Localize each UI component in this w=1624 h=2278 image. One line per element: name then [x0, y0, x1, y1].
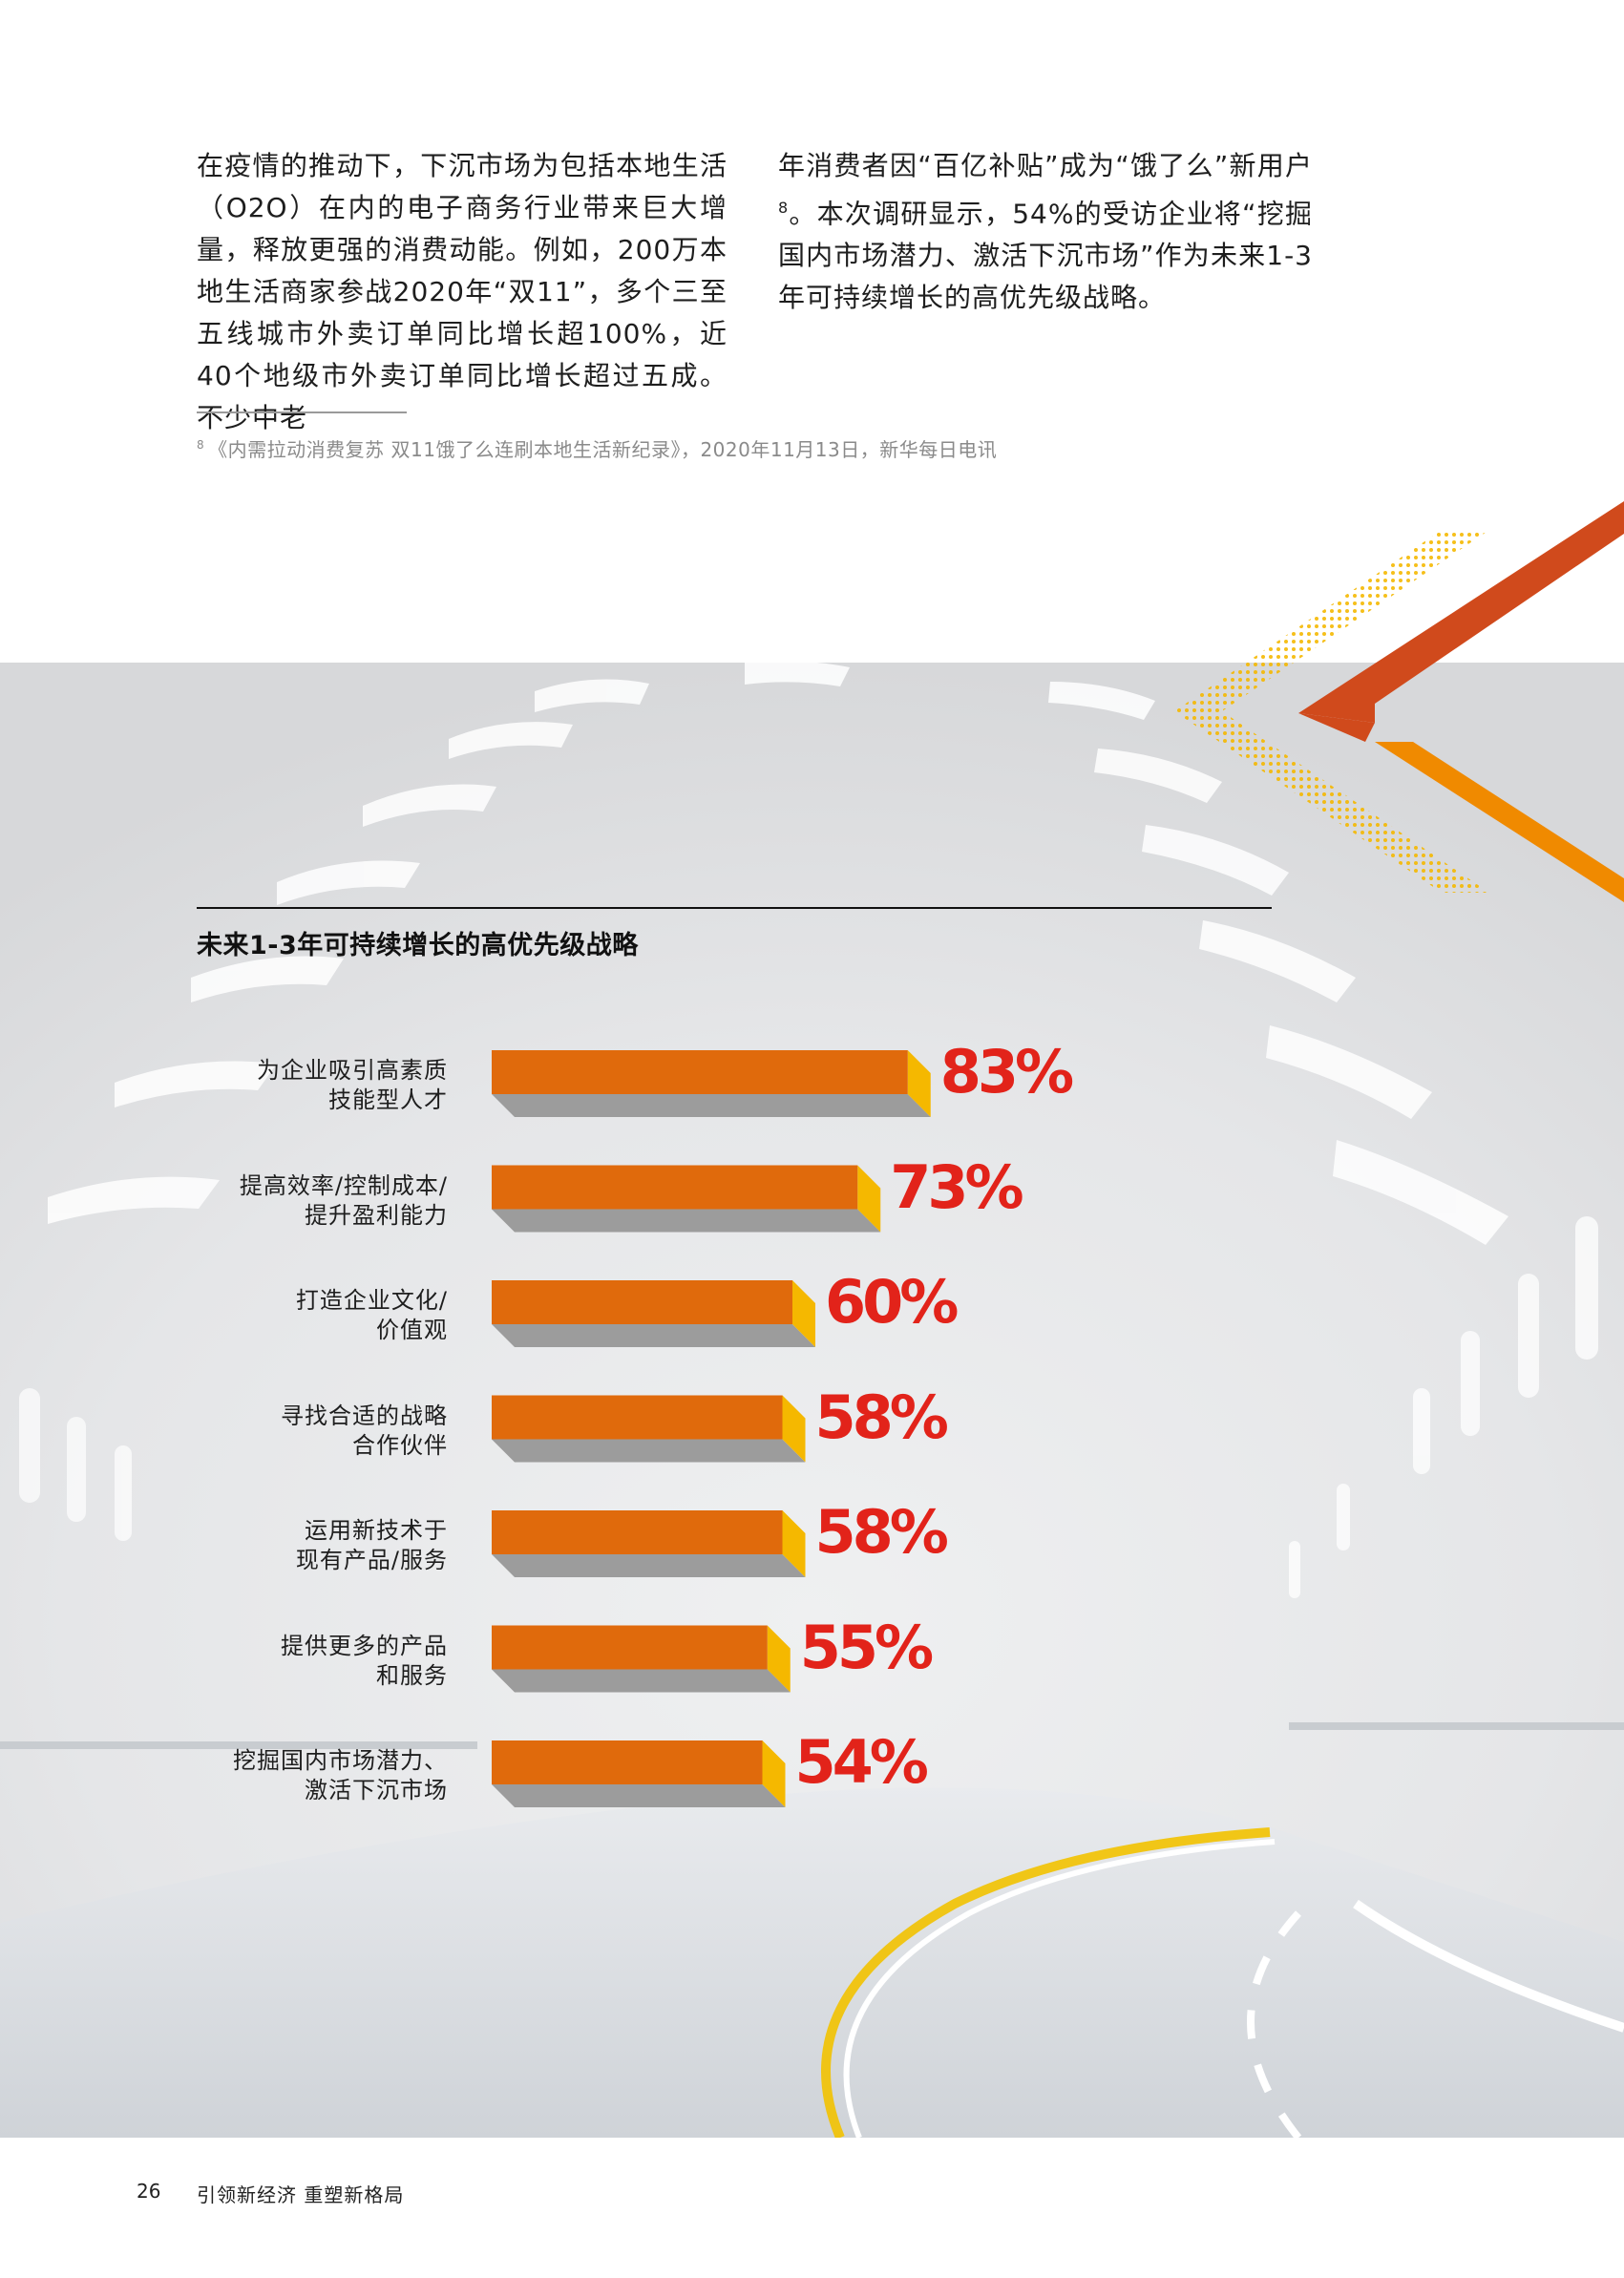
category-label-line: 寻找合适的战略	[281, 1402, 448, 1429]
category-label-line: 运用新技术于	[305, 1517, 448, 1544]
category-label-line: 和服务	[376, 1661, 448, 1689]
category-label-line: 为企业吸引高素质	[257, 1057, 448, 1084]
category-label-line: 价值观	[376, 1317, 448, 1343]
body-text-right: 年消费者因“百亿补贴”成为“饿了么”新用户 8。本次调研显示，54%的受访企业将“…	[778, 145, 1313, 319]
page-number: 26	[137, 2180, 161, 2203]
value-label: 58%	[814, 1382, 949, 1452]
category-label-line: 提供更多的产品	[281, 1632, 448, 1659]
category-label-line: 提高效率/控制成本/	[239, 1171, 448, 1199]
footer-title: 引领新经济 重塑新格局	[197, 2183, 405, 2206]
category-label-line: 打造企业文化/	[295, 1287, 448, 1314]
category-label-line: 激活下沉市场	[305, 1777, 448, 1803]
footnote-text: 《内需拉动消费复苏 双11饿了么连刷本地生活新纪录》，2020年11月13日，新…	[208, 438, 998, 461]
body-text-right-part2: 。本次调研显示，54%的受访企业将“挖掘国内市场潜力、激活下沉市场”作为未来1-…	[778, 198, 1313, 314]
footnote-reference[interactable]: 8	[778, 199, 790, 217]
chart-title: 未来1-3年可持续增长的高优先级战略	[197, 931, 639, 960]
chevron-decoration-icon	[1174, 501, 1624, 902]
body-text-left: 在疫情的推动下，下沉市场为包括本地生活（O2O）在内的电子商务行业带来巨大增量，…	[197, 150, 728, 433]
category-label-line: 挖掘国内市场潜力、	[233, 1747, 448, 1774]
footnote-marker: 8	[197, 438, 205, 453]
value-label: 58%	[814, 1497, 949, 1567]
value-label: 73%	[890, 1151, 1023, 1222]
footnote-divider	[197, 411, 407, 413]
category-label: 提高效率/控制成本/提升盈利能力	[200, 1171, 448, 1231]
value-label: 55%	[799, 1612, 934, 1682]
value-label: 83%	[939, 1037, 1074, 1107]
category-label: 寻找合适的战略 合作伙伴	[200, 1402, 448, 1461]
category-label-line: 现有产品/服务	[295, 1547, 448, 1573]
category-label: 运用新技术于现有产品/服务	[200, 1516, 448, 1575]
category-label: 提供更多的产品 和服务	[200, 1632, 448, 1691]
category-label-line: 合作伙伴	[352, 1431, 448, 1459]
category-label-line: 技能型人才	[328, 1086, 448, 1113]
category-label: 挖掘国内市场潜力、激活下沉市场	[200, 1746, 448, 1805]
body-text-right-part1: 年消费者因“百亿补贴”成为“饿了么”新用户	[778, 150, 1313, 181]
footnote: 8 《内需拉动消费复苏 双11饿了么连刷本地生活新纪录》，2020年11月13日，…	[197, 434, 997, 462]
chart-top-rule	[197, 907, 1272, 909]
value-label: 54%	[794, 1727, 929, 1797]
tunnel-illustration	[0, 663, 1624, 2138]
category-label: 打造企业文化/价值观	[200, 1286, 448, 1345]
category-label-line: 提升盈利能力	[305, 1201, 448, 1229]
category-label: 为企业吸引高素质 技能型人才	[200, 1056, 448, 1115]
value-label: 60%	[825, 1267, 959, 1337]
